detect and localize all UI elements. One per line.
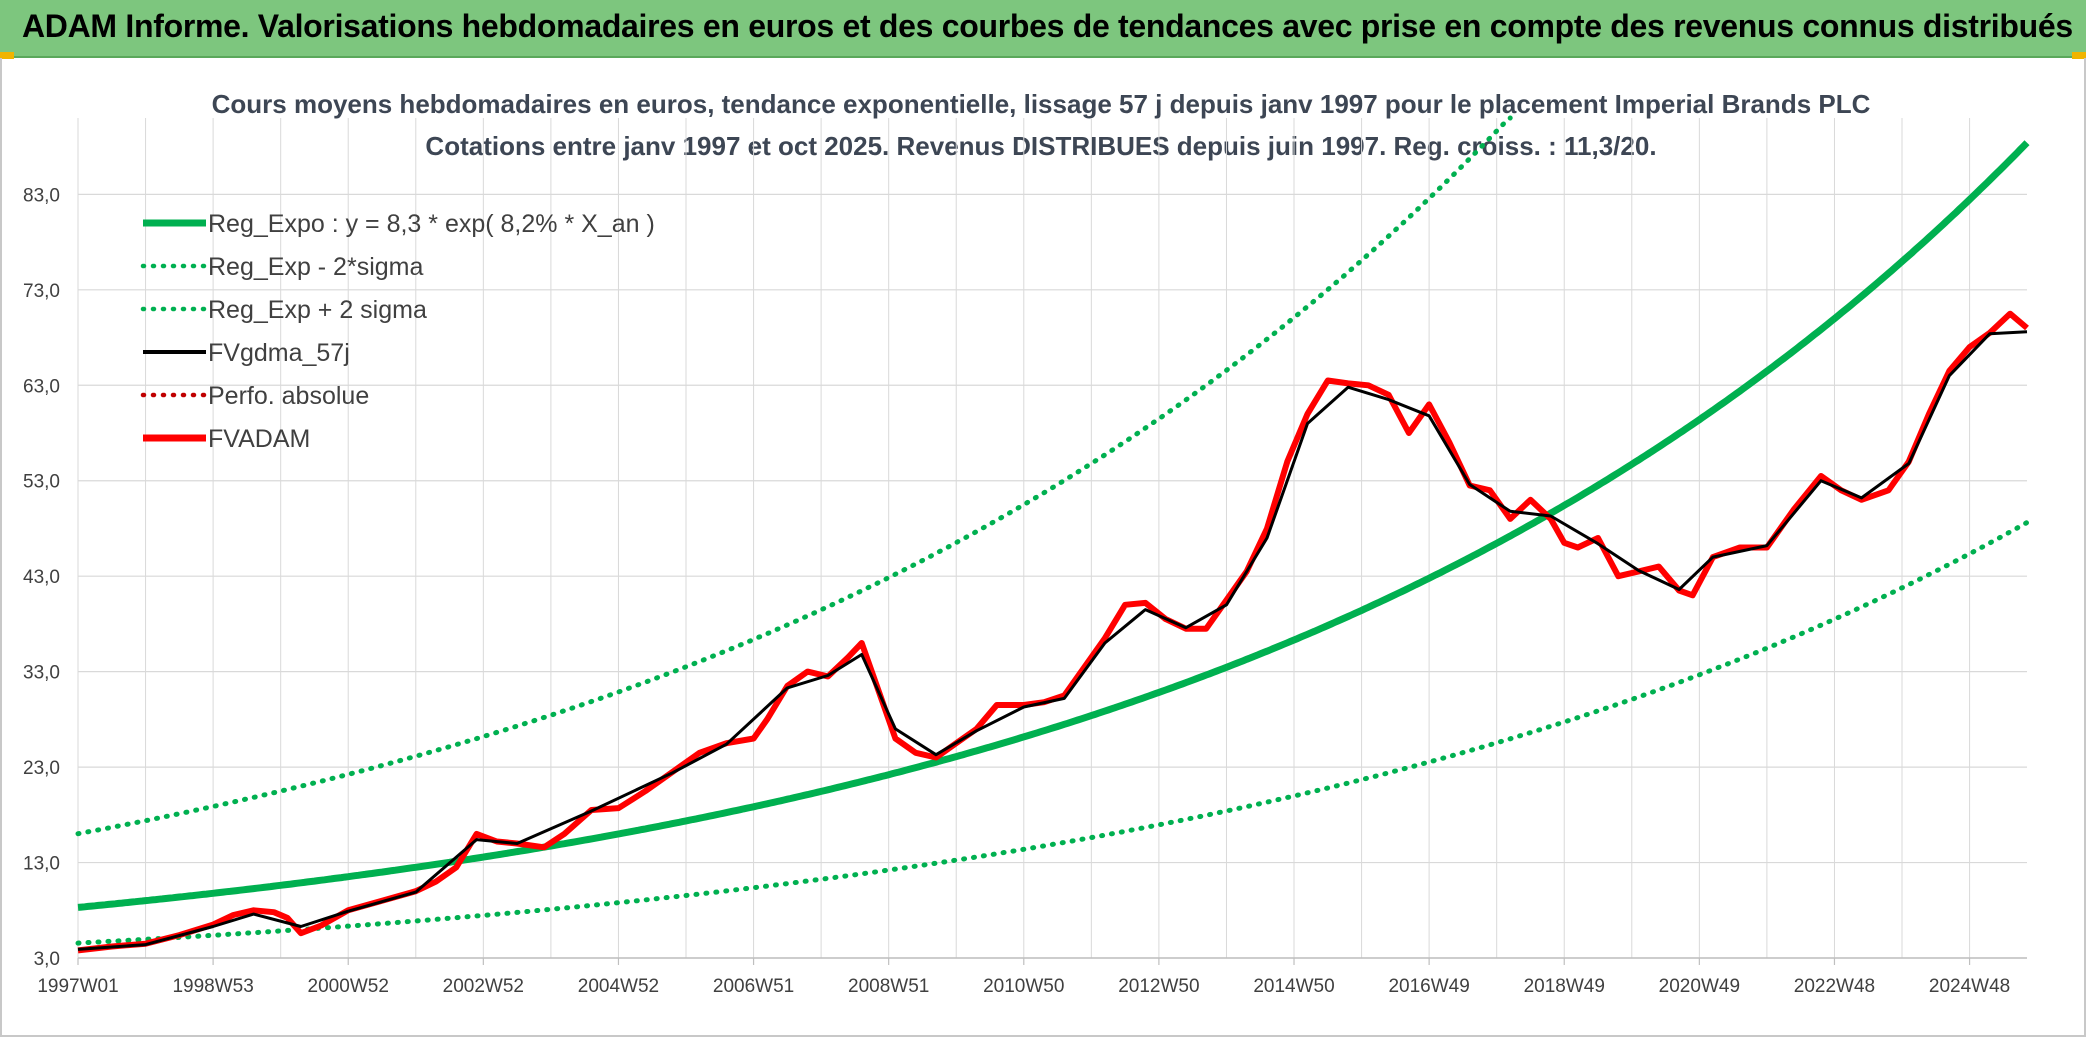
y-tick-label: 3,0: [34, 949, 60, 970]
series-line-reg-exp-plus-2sigma: [75, 115, 1513, 837]
series-line-reg-expo: [77, 140, 2030, 911]
x-tick-label: 2022W48: [1794, 976, 1875, 997]
x-tick-label: 2004W52: [578, 976, 659, 997]
x-tick-label: 2008W51: [848, 976, 929, 997]
x-tick-label: 1997W01: [37, 976, 118, 997]
y-tick-label: 63,0: [23, 376, 60, 397]
y-tick-label: 33,0: [23, 663, 60, 684]
series-line-fvgdma-57j: [77, 330, 2028, 951]
y-tick-label: 73,0: [23, 281, 60, 302]
legend-label: Reg_Expo : y = 8,3 * exp( 8,2% * X_an ): [208, 210, 655, 238]
x-tick-label: 2010W50: [983, 976, 1064, 997]
legend-label: FVgdma_57j: [208, 339, 350, 367]
x-axis-ticks: 1997W01 1998W53 2000W52 2002W52 2004W52 2006W…: [37, 958, 2010, 997]
legend-label: FVADAM: [208, 425, 310, 453]
corner-marker-left: [0, 52, 14, 59]
chart-frame: [0, 58, 2086, 1037]
legend-label: Reg_Exp - 2*sigma: [208, 253, 423, 281]
y-tick-label: 13,0: [23, 854, 60, 875]
chart-title-line-1: Cours moyens hebdomadaires en euros, ten…: [212, 89, 1871, 119]
legend-label: Reg_Exp + 2 sigma: [208, 296, 427, 324]
legend-label: Perfo. absolue: [208, 382, 369, 410]
x-tick-label: 2018W49: [1524, 976, 1605, 997]
x-tick-label: 1998W53: [172, 976, 253, 997]
chart-title-line-2: Cotations entre janv 1997 et oct 2025. R…: [425, 131, 1656, 161]
series-line-reg-exp-minus-2sigma: [75, 520, 2030, 946]
legend: Reg_Expo : y = 8,3 * exp( 8,2% * X_an ) R…: [140, 210, 655, 453]
plot-grid: [77, 118, 2027, 959]
series-line-fvadam: [77, 310, 2029, 954]
x-tick-label: 2012W50: [1118, 976, 1199, 997]
y-tick-label: 83,0: [23, 185, 60, 206]
y-tick-label: 53,0: [23, 472, 60, 493]
y-tick-label: 23,0: [23, 758, 60, 779]
plot-series: [75, 115, 2030, 954]
report-title: ADAM Informe. Valorisations hebdomadaire…: [22, 8, 2073, 44]
x-tick-label: 2024W48: [1929, 976, 2010, 997]
y-axis-ticks: 3,0 13,0 23,0 33,0 43,0 53,0 63,0 73,0 83,0: [23, 185, 60, 970]
corner-marker-right: [2072, 52, 2086, 59]
x-tick-label: 2000W52: [308, 976, 389, 997]
x-tick-label: 2006W51: [713, 976, 794, 997]
x-tick-label: 2016W49: [1388, 976, 1469, 997]
x-tick-label: 2002W52: [443, 976, 524, 997]
report-banner: ADAM Informe. Valorisations hebdomadaire…: [0, 0, 2086, 58]
x-tick-label: 2014W50: [1253, 976, 1334, 997]
x-tick-label: 2020W49: [1659, 976, 1740, 997]
y-tick-label: 43,0: [23, 567, 60, 588]
